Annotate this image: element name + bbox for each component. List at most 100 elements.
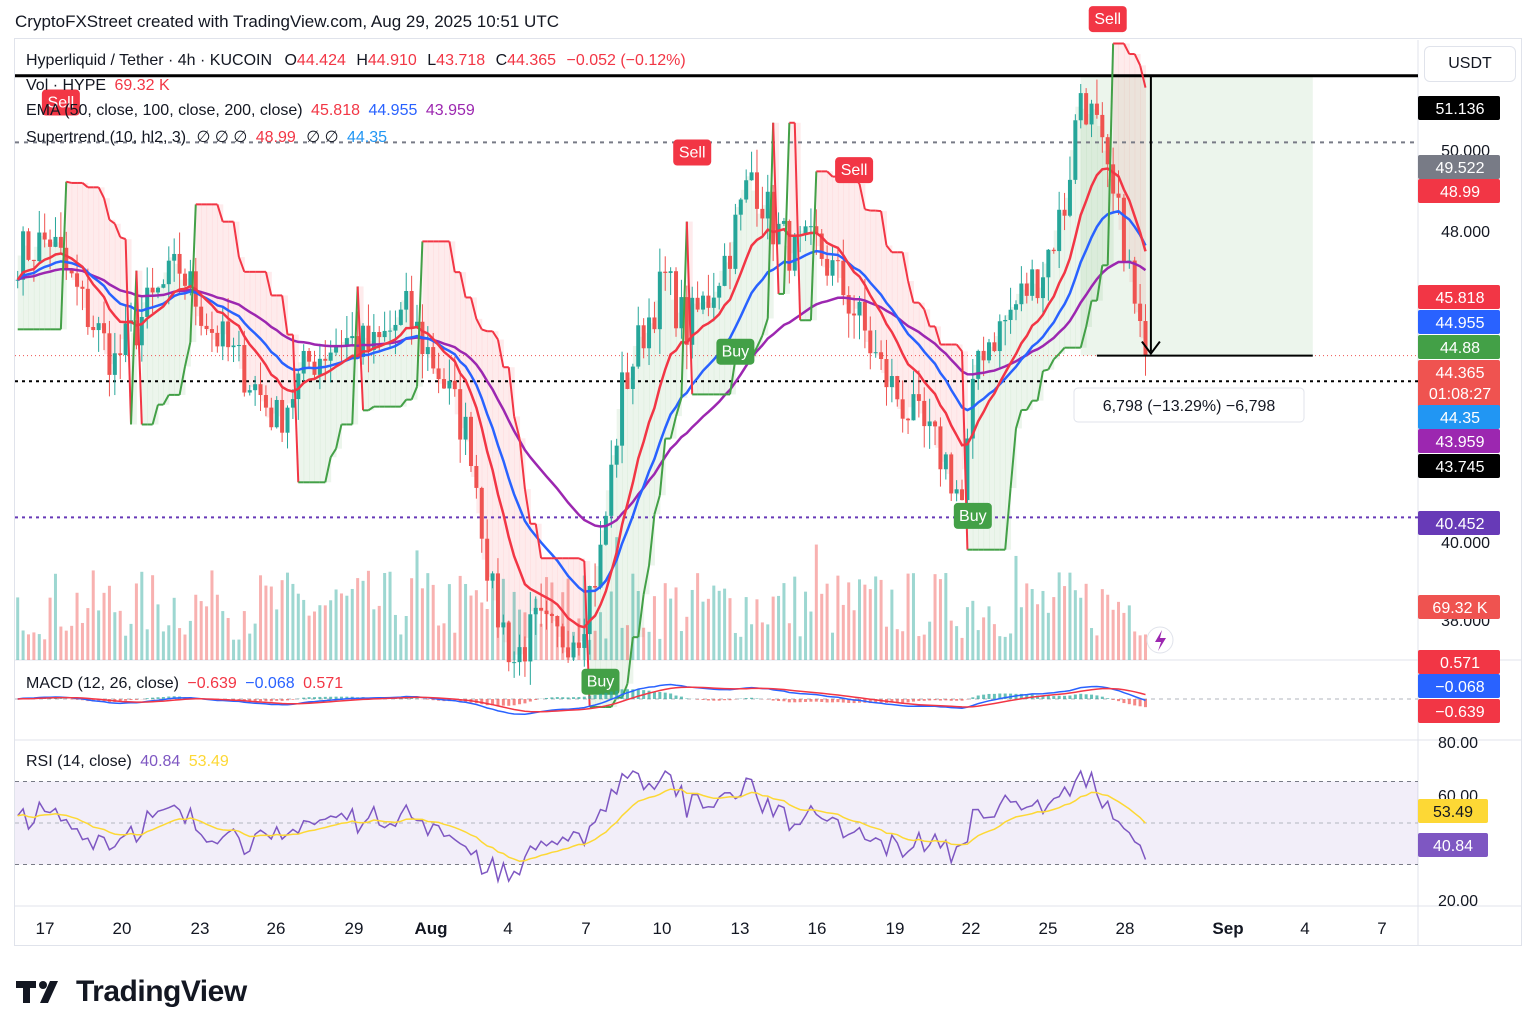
candle-body <box>587 586 592 635</box>
macd-histogram-bar <box>1138 699 1142 707</box>
supertrend-zone <box>23 245 29 330</box>
candle-body <box>701 295 706 310</box>
volume-bar <box>642 627 646 660</box>
price-tag-label: 43.745 <box>1436 459 1485 476</box>
supertrend-line <box>648 514 656 566</box>
volume-label[interactable]: Vol · HYPE <box>26 77 107 94</box>
supertrend-line <box>324 457 332 483</box>
candle-body <box>922 400 927 427</box>
volume-bar <box>1100 589 1104 660</box>
macd-histogram-bar <box>555 697 559 699</box>
price-tag <box>1418 454 1500 478</box>
supertrend-zone <box>524 489 531 638</box>
supertrend-line <box>81 182 89 189</box>
supertrend-zone <box>945 344 952 474</box>
macd-histogram-bar <box>658 691 662 699</box>
supertrend-line <box>108 218 116 225</box>
candle-body <box>760 208 765 219</box>
macd-histogram-bar <box>1090 694 1094 699</box>
candle-body <box>733 214 738 269</box>
supertrend-zone <box>1032 283 1039 401</box>
macd-histogram-bar <box>992 693 996 699</box>
macd-histogram-bar <box>615 690 619 699</box>
macd-histogram-bar <box>280 699 284 701</box>
volume-bar <box>804 591 808 660</box>
candle-body <box>307 350 312 362</box>
supertrend-line <box>1036 370 1044 401</box>
supertrend-up-value: 48.99 <box>255 129 296 146</box>
macd-histogram-bar <box>777 699 781 702</box>
candle-body <box>177 253 182 274</box>
volume-bar <box>971 600 975 660</box>
price-tag <box>1418 360 1500 410</box>
macd-histogram-bar <box>242 699 246 702</box>
price-tick-label: 48.000 <box>1441 224 1490 241</box>
candle-body <box>727 255 732 269</box>
volume-bar <box>1036 604 1040 660</box>
supertrend-zone <box>881 211 887 374</box>
time-tick-label: 7 <box>1377 919 1386 938</box>
macd-histogram-bar <box>744 698 748 699</box>
supertrend-zone <box>28 260 35 330</box>
candle-body <box>916 394 921 401</box>
supertrend-line <box>642 565 651 595</box>
volume-bar <box>393 614 397 660</box>
volume-bar <box>474 590 478 660</box>
macd-histogram-bar <box>415 698 419 699</box>
macd-histogram-bar <box>339 696 343 699</box>
macd-histogram-bar <box>938 699 942 701</box>
candle-body <box>415 321 420 328</box>
supertrend-zone <box>298 362 305 483</box>
candle-body <box>1094 103 1099 115</box>
candle-body <box>1040 277 1045 299</box>
volume-bar <box>1143 634 1147 660</box>
supertrend-label[interactable]: Supertrend (10, hl2, 3) <box>26 129 187 146</box>
symbol-title[interactable]: Hyperliquid / Tether · 4h · KUCOIN <box>26 52 273 69</box>
macd-label[interactable]: MACD (12, 26, close) <box>26 675 179 692</box>
volume-bar <box>852 610 856 660</box>
volume-bar <box>318 605 322 660</box>
volume-bar <box>253 623 257 660</box>
currency-selector[interactable]: USDT <box>1424 46 1516 82</box>
supertrend-line <box>264 271 273 296</box>
price-tag-label: 45.818 <box>1436 290 1485 307</box>
candle-body <box>593 586 598 588</box>
candle-body <box>215 332 220 347</box>
candle-body <box>544 610 549 615</box>
volume-bar <box>399 634 403 660</box>
footer-brand: TradingView <box>76 975 247 1008</box>
candle-body <box>711 297 716 308</box>
supertrend-zone <box>400 300 407 407</box>
supertrend-zone <box>238 257 245 369</box>
volume-bar <box>469 595 473 660</box>
candle-body <box>1100 114 1105 138</box>
supertrend-zone <box>729 241 736 395</box>
candle-body <box>522 647 527 662</box>
ema-label[interactable]: EMA (50, close, 100, close, 200, close) <box>26 102 303 119</box>
supertrend-zone <box>346 337 353 425</box>
volume-bar <box>80 622 84 660</box>
supertrend-zone <box>686 221 693 322</box>
supertrend-line <box>923 309 931 327</box>
candle-body <box>1030 269 1035 296</box>
macd-histogram-bar <box>1068 695 1072 699</box>
candle-body <box>1084 93 1089 125</box>
supertrend-zone <box>184 278 191 367</box>
rsi-label[interactable]: RSI (14, close) <box>26 753 132 770</box>
candle-body <box>404 290 409 310</box>
volume-bar <box>453 632 457 660</box>
candle-body <box>560 626 565 648</box>
low-value: 43.718 <box>436 52 486 69</box>
volume-bar <box>1025 583 1029 660</box>
volume-bar <box>372 609 376 660</box>
candle-body <box>506 622 511 663</box>
ema200-line <box>17 260 1147 528</box>
supertrend-zone <box>967 408 974 550</box>
supertrend-zone <box>460 272 467 429</box>
candle-body <box>1089 103 1094 125</box>
supertrend-zone <box>962 351 968 470</box>
volume-bar <box>1057 572 1061 660</box>
supertrend-zone <box>93 187 100 327</box>
volume-bar <box>706 598 710 660</box>
